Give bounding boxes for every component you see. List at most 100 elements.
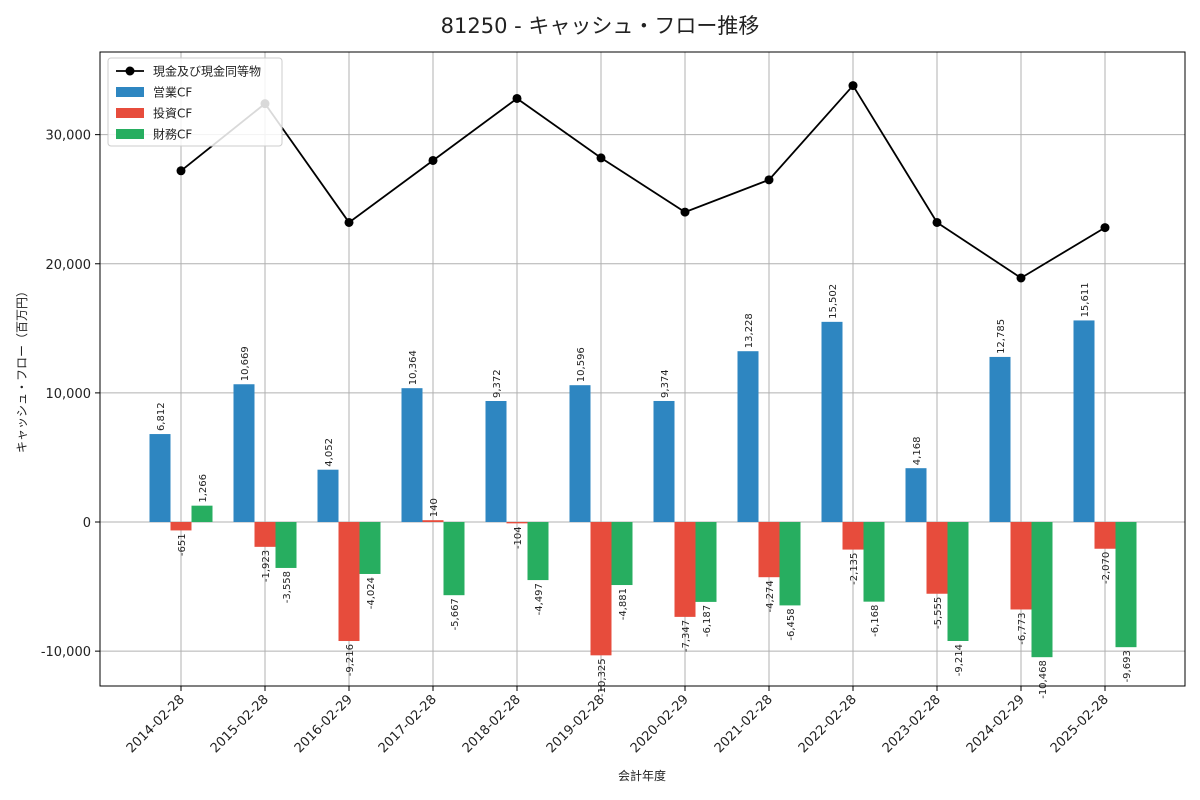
bar-投資CF-2017-02-28 bbox=[422, 520, 444, 523]
y-axis-title: キャッシュ・フロー（百万円） bbox=[15, 285, 29, 453]
cash-equivalents-line bbox=[180, 84, 1106, 280]
bar-value-label: 6,812 bbox=[156, 402, 167, 431]
bar-営業CF-2020-02-29 bbox=[653, 400, 675, 523]
bar-value-label: -1,923 bbox=[261, 550, 272, 582]
bar-営業CF-2024-02-29 bbox=[989, 356, 1011, 523]
bar-value-label: -5,555 bbox=[933, 597, 944, 629]
bar-投資CF-2019-02-28 bbox=[590, 522, 612, 656]
bar-value-label: -9,214 bbox=[954, 644, 965, 676]
bar-投資CF-2016-02-29 bbox=[338, 522, 360, 642]
bar-投資CF-2021-02-28 bbox=[758, 522, 780, 578]
bar-value-label: -4,274 bbox=[765, 580, 776, 612]
x-tick-label: 2021-02-28 bbox=[712, 692, 776, 756]
legend-bar-swatch bbox=[116, 87, 144, 97]
y-tick-label: 0 bbox=[83, 516, 91, 531]
x-tick-label: 2016-02-29 bbox=[292, 692, 356, 756]
bar-value-label: 15,502 bbox=[828, 284, 839, 319]
y-tick-label: 20,000 bbox=[46, 258, 92, 273]
bar-value-label: -4,497 bbox=[534, 583, 545, 615]
bar-value-label: 4,052 bbox=[324, 438, 335, 467]
bar-投資CF-2024-02-29 bbox=[1010, 522, 1032, 610]
bar-財務CF-2025-02-28 bbox=[1115, 522, 1137, 648]
x-tick-label: 2019-02-28 bbox=[544, 692, 608, 756]
cash-point-2017-02-28 bbox=[428, 155, 438, 165]
bar-投資CF-2014-02-28 bbox=[170, 522, 192, 531]
legend-label: 投資CF bbox=[153, 106, 192, 121]
legend-marker bbox=[125, 66, 135, 76]
bar-財務CF-2020-02-29 bbox=[695, 522, 717, 602]
bar-営業CF-2022-02-28 bbox=[821, 321, 843, 523]
bar-value-label: -651 bbox=[177, 533, 188, 556]
bar-value-label: -10,468 bbox=[1038, 660, 1049, 699]
bar-value-label: 140 bbox=[429, 498, 440, 517]
bar-財務CF-2014-02-28 bbox=[191, 505, 213, 523]
line-layer bbox=[176, 81, 1110, 283]
bar-value-label: -4,881 bbox=[618, 588, 629, 620]
data-label-layer: 6,812 10,669 4,052 10,364 9,372 10,596 9,374 13… bbox=[156, 282, 1133, 698]
x-tick-label: 2023-02-28 bbox=[880, 692, 944, 756]
bar-value-label: 10,669 bbox=[240, 346, 251, 381]
bar-投資CF-2025-02-28 bbox=[1094, 522, 1116, 549]
bar-value-label: -6,187 bbox=[702, 605, 713, 637]
bar-財務CF-2023-02-28 bbox=[947, 522, 969, 641]
x-tick-label: 2024-02-29 bbox=[964, 692, 1028, 756]
x-tick-label: 2020-02-29 bbox=[628, 692, 692, 756]
bar-value-label: -10,325 bbox=[597, 658, 608, 697]
bar-営業CF-2025-02-28 bbox=[1073, 320, 1095, 523]
bar-財務CF-2016-02-29 bbox=[359, 522, 381, 574]
x-axis-title: 会計年度 bbox=[618, 768, 666, 783]
bar-財務CF-2024-02-29 bbox=[1031, 522, 1053, 658]
bar-投資CF-2023-02-28 bbox=[926, 522, 948, 594]
bar-value-label: -2,135 bbox=[849, 553, 860, 585]
x-tick-label: 2018-02-28 bbox=[460, 692, 524, 756]
legend-bar-swatch bbox=[116, 108, 144, 118]
bar-value-label: -6,773 bbox=[1017, 612, 1028, 644]
bar-value-label: 15,611 bbox=[1080, 282, 1091, 317]
legend-label: 営業CF bbox=[153, 86, 192, 100]
bar-value-label: -4,024 bbox=[366, 577, 377, 609]
bar-layer bbox=[149, 320, 1137, 658]
cash-point-2024-02-29 bbox=[1016, 273, 1026, 283]
y-tick-label: -10,000 bbox=[41, 645, 91, 660]
x-tick-label: 2022-02-28 bbox=[796, 692, 860, 756]
bar-value-label: 9,372 bbox=[492, 369, 503, 398]
x-tick-label: 2025-02-28 bbox=[1048, 692, 1112, 756]
cash-point-2021-02-28 bbox=[764, 175, 774, 185]
bar-財務CF-2015-02-28 bbox=[275, 522, 297, 568]
bar-営業CF-2021-02-28 bbox=[737, 351, 759, 523]
bar-value-label: 1,266 bbox=[198, 474, 209, 503]
cash-point-2019-02-28 bbox=[596, 153, 606, 163]
bar-投資CF-2018-02-28 bbox=[506, 522, 528, 524]
cash-point-2016-02-29 bbox=[344, 217, 354, 227]
legend-label: 財務CF bbox=[153, 127, 192, 142]
bar-営業CF-2015-02-28 bbox=[233, 384, 255, 523]
cash-point-2018-02-28 bbox=[512, 93, 522, 103]
bar-value-label: 4,168 bbox=[912, 437, 923, 466]
legend-box bbox=[107, 57, 283, 147]
bar-value-label: -6,458 bbox=[786, 608, 797, 640]
bar-財務CF-2022-02-28 bbox=[863, 522, 885, 602]
x-tick-label: 2017-02-28 bbox=[376, 692, 440, 756]
bar-営業CF-2023-02-28 bbox=[905, 468, 927, 523]
bar-value-label: -2,070 bbox=[1101, 552, 1112, 584]
bar-財務CF-2017-02-28 bbox=[443, 522, 465, 596]
cash-point-2022-02-28 bbox=[848, 81, 858, 91]
bar-value-label: -7,347 bbox=[681, 620, 692, 652]
bar-value-label: 12,785 bbox=[996, 319, 1007, 354]
x-tick-label: 2014-02-28 bbox=[124, 692, 188, 756]
bar-営業CF-2014-02-28 bbox=[149, 434, 171, 523]
bar-営業CF-2019-02-28 bbox=[569, 385, 591, 523]
y-tick-label: 10,000 bbox=[46, 387, 92, 402]
legend-bar-swatch bbox=[116, 129, 144, 139]
bar-投資CF-2022-02-28 bbox=[842, 522, 864, 550]
legend-label: 現金及び現金同等物 bbox=[153, 64, 261, 79]
bar-営業CF-2017-02-28 bbox=[401, 388, 423, 523]
plot-frame bbox=[99, 51, 1186, 687]
y-tick-label: 30,000 bbox=[46, 129, 92, 144]
bar-投資CF-2015-02-28 bbox=[254, 522, 276, 547]
bar-value-label: 13,228 bbox=[744, 313, 755, 348]
bar-value-label: 9,374 bbox=[660, 369, 671, 398]
